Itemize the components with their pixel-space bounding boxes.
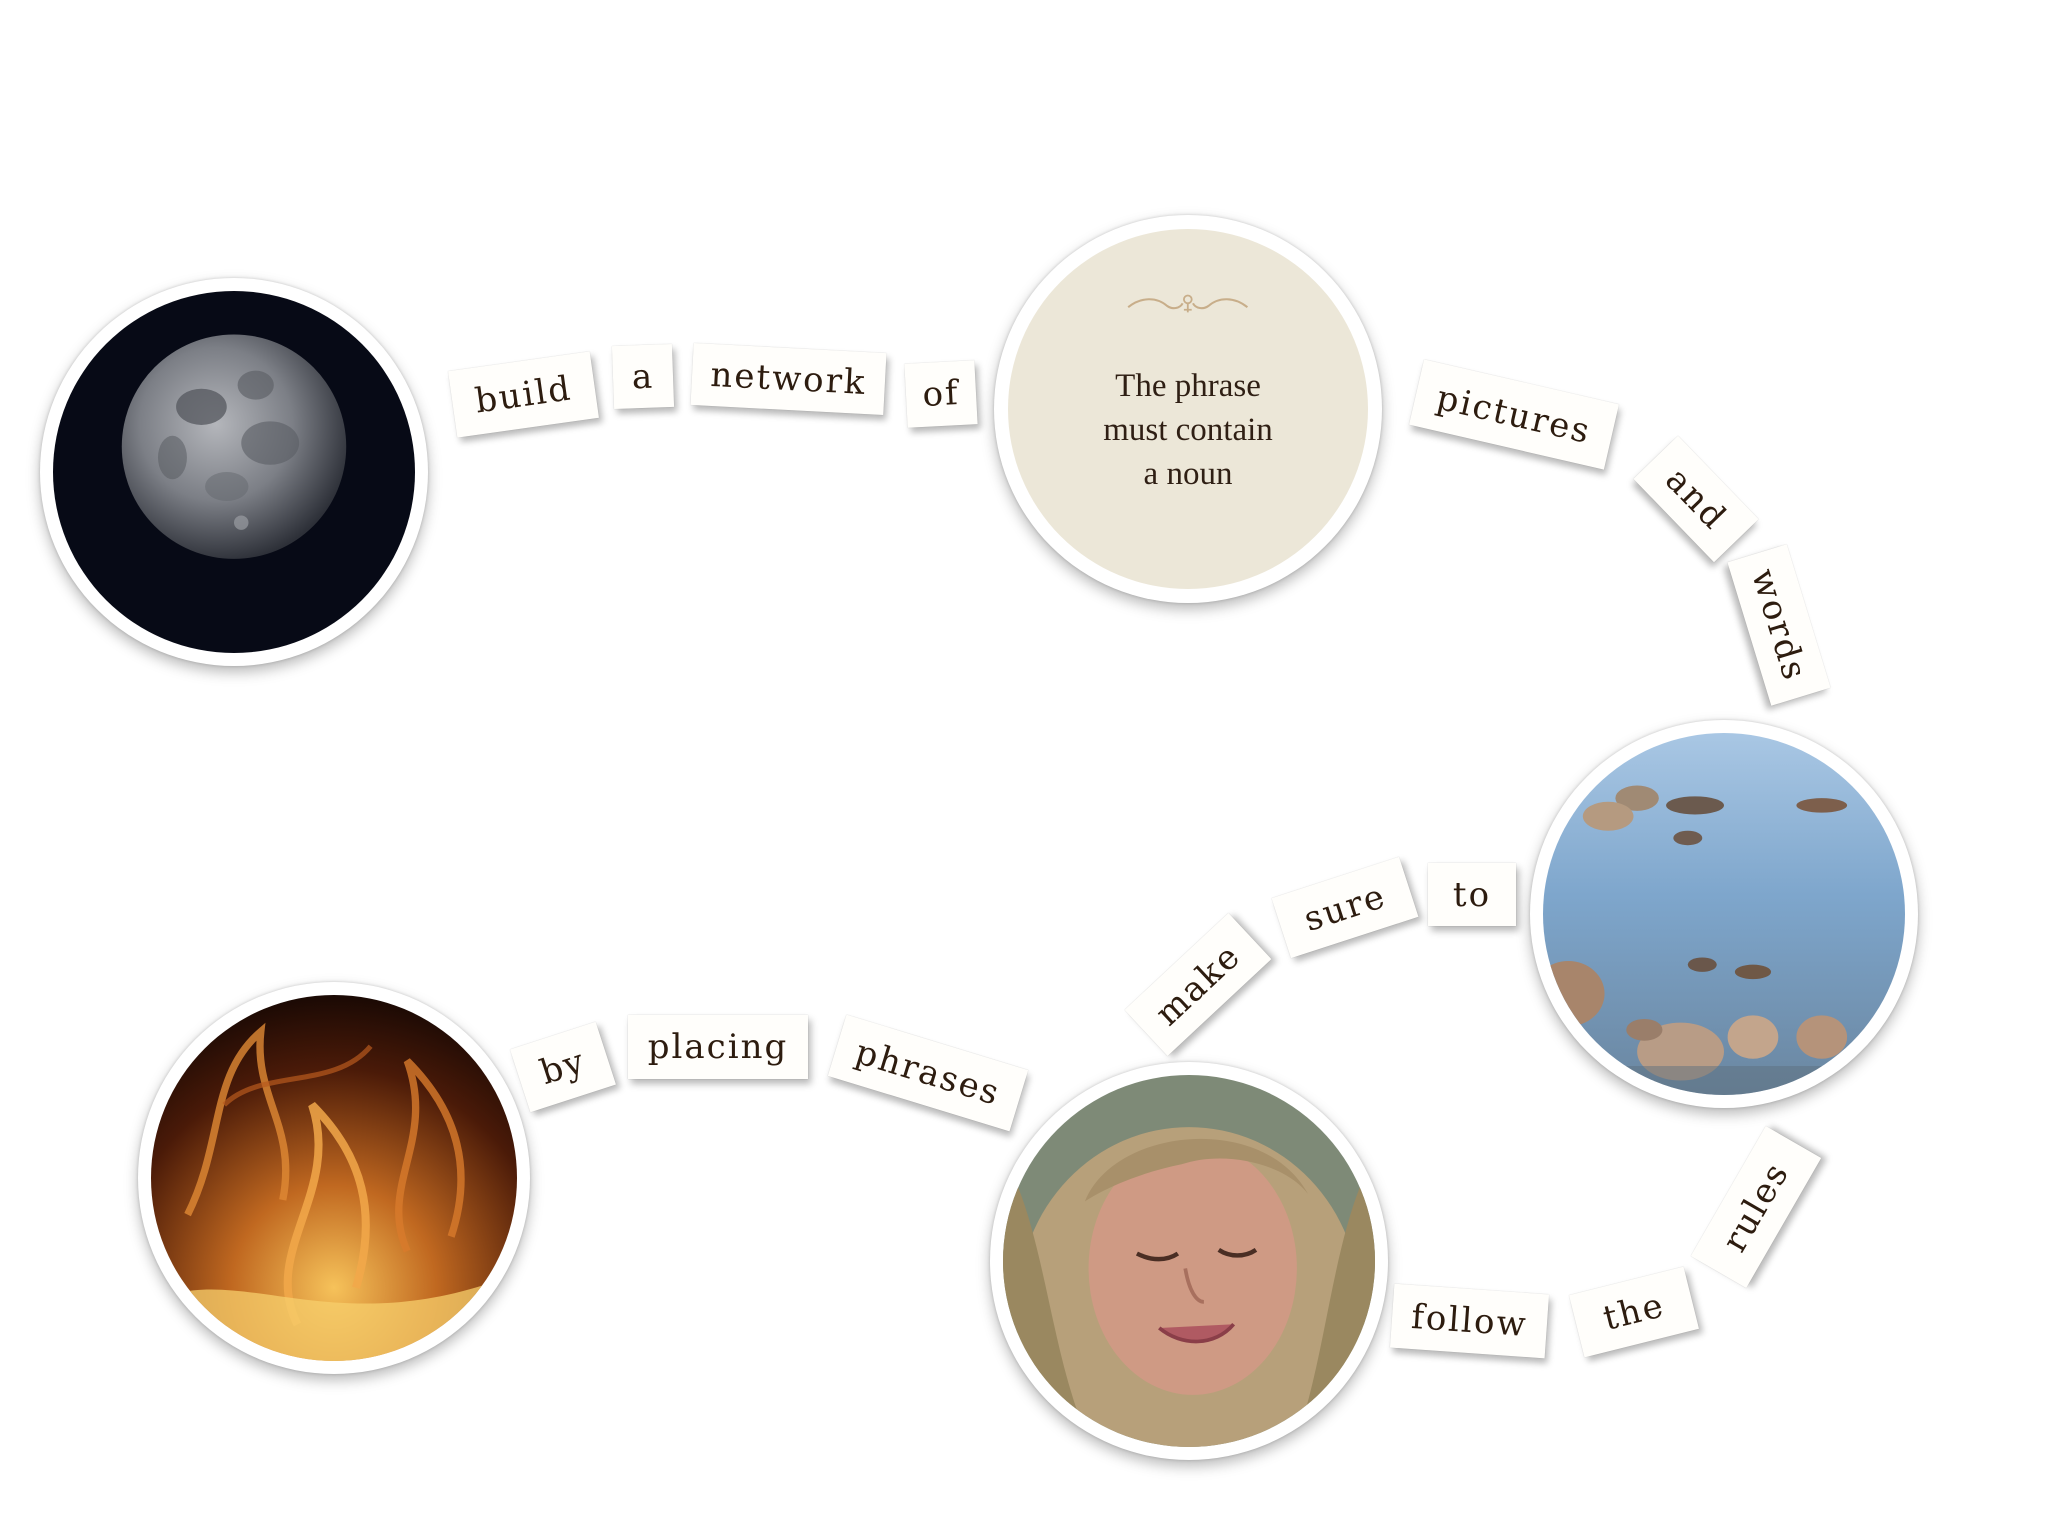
word-tile-follow[interactable]: follow xyxy=(1389,1283,1550,1359)
word-tile-network[interactable]: network xyxy=(690,342,887,416)
prompt-text: The phrase must contain a noun xyxy=(1103,368,1273,493)
word-tile-sure[interactable]: sure xyxy=(1271,856,1419,959)
fire-icon xyxy=(151,995,517,1361)
rocks-water-icon xyxy=(1543,733,1905,1095)
word-tile-a[interactable]: a xyxy=(611,343,675,410)
word-tile-make[interactable]: make xyxy=(1124,913,1272,1056)
word-tile-pictures[interactable]: pictures xyxy=(1409,359,1619,470)
word-tile-build[interactable]: build xyxy=(448,351,599,438)
word-tile-words[interactable]: words xyxy=(1727,544,1831,706)
word-tile-of[interactable]: of xyxy=(904,360,978,428)
prompt-card-face: The phrase must contain a noun xyxy=(1008,229,1368,589)
moon-picture[interactable] xyxy=(40,278,428,666)
word-tile-rules[interactable]: rules xyxy=(1690,1126,1822,1288)
moon-icon xyxy=(53,291,415,653)
word-tile-the[interactable]: the xyxy=(1569,1266,1699,1358)
prompt-card[interactable]: The phrase must contain a noun xyxy=(994,215,1382,603)
flourish-ornament-icon xyxy=(1127,294,1249,313)
word-tile-placing[interactable]: placing xyxy=(628,1015,808,1079)
word-tile-to[interactable]: to xyxy=(1428,863,1516,926)
rocks-in-water-picture[interactable] xyxy=(1530,720,1918,1108)
fire-picture[interactable] xyxy=(138,982,530,1374)
word-tile-phrases[interactable]: phrases xyxy=(827,1014,1029,1132)
word-tile-and[interactable]: and xyxy=(1633,435,1759,563)
girl-face-picture[interactable] xyxy=(990,1062,1388,1460)
face-icon xyxy=(1003,1075,1375,1447)
word-tile-by[interactable]: by xyxy=(510,1021,616,1113)
